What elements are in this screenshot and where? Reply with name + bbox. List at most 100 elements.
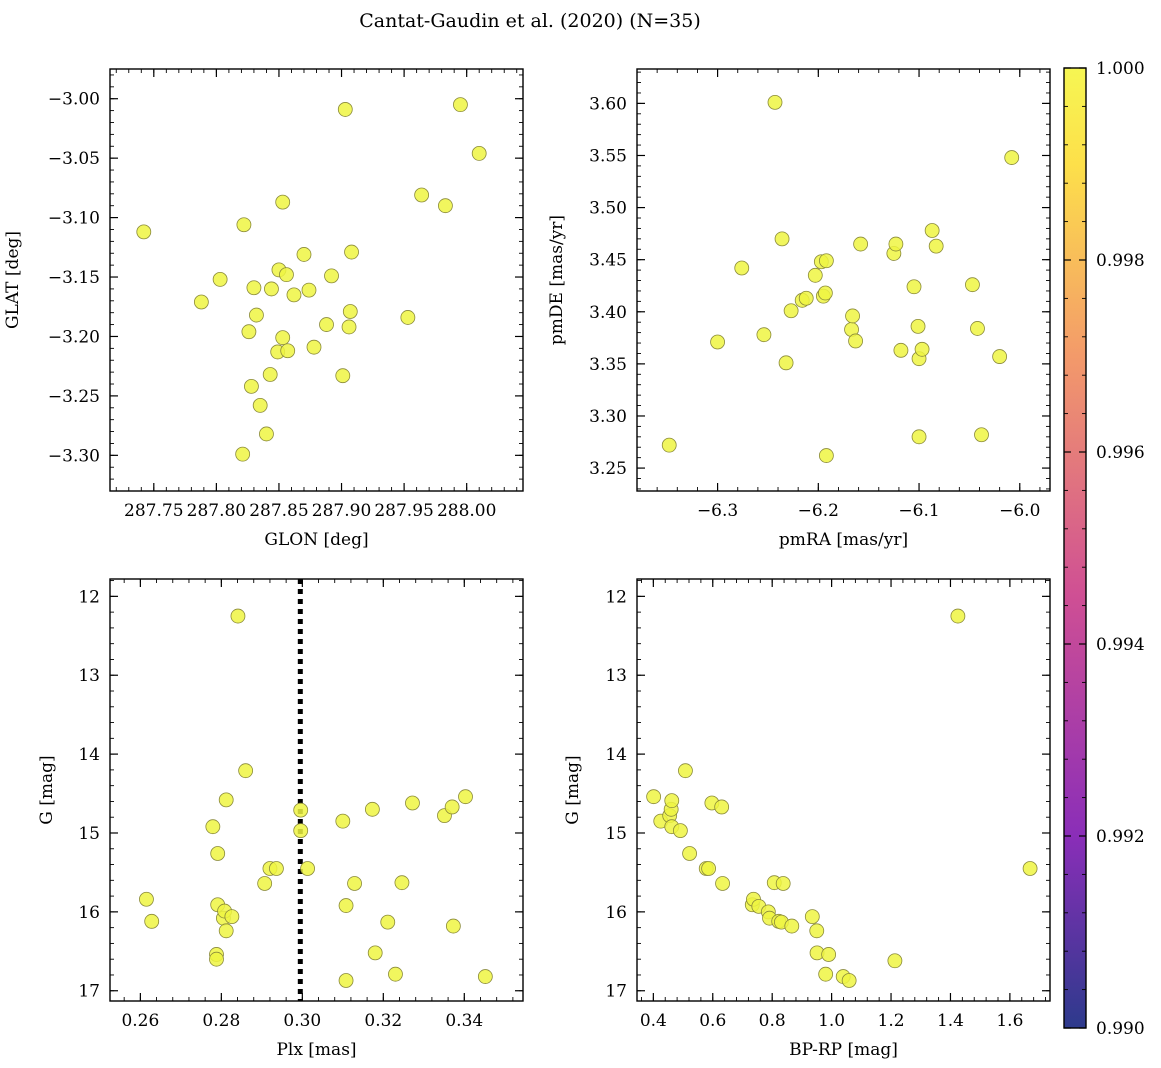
data-point: [775, 876, 791, 891]
data-point: [818, 448, 834, 463]
colorbar-tick-label: 0.992: [1096, 827, 1145, 847]
data-point: [974, 427, 989, 443]
data-point: [218, 923, 234, 939]
data-point: [914, 341, 930, 357]
data-point: [756, 327, 772, 343]
y-tick-label: 14: [605, 745, 627, 765]
y-tick-label: −3.20: [48, 327, 100, 347]
data-point: [458, 789, 473, 805]
y-tick-label: −3.10: [48, 209, 100, 229]
x-tick-label: 1.6: [996, 1011, 1023, 1031]
data-point: [414, 187, 430, 203]
y-tick-label: 14: [78, 745, 100, 765]
data-point: [818, 253, 834, 269]
data-point: [230, 608, 246, 624]
data-point: [335, 368, 351, 384]
data-point: [778, 355, 794, 371]
y-tick-label: 17: [605, 982, 627, 1002]
data-point: [275, 330, 291, 346]
data-point: [661, 437, 677, 453]
y-tick-label: 15: [78, 824, 100, 844]
data-point: [236, 217, 252, 233]
y-tick-label: 16: [605, 903, 627, 923]
x-tick-label: 1.0: [818, 1011, 845, 1031]
data-point: [280, 343, 296, 359]
colorbar-gradient: [1064, 68, 1086, 1028]
data-point: [841, 973, 857, 988]
data-point: [300, 861, 315, 876]
x-tick-label: 287.85: [249, 501, 308, 521]
data-point: [845, 308, 860, 324]
data-point: [715, 876, 730, 891]
data-point: [910, 318, 926, 334]
data-point: [269, 861, 284, 876]
x-tick-label: 0.28: [202, 1011, 240, 1031]
data-point: [367, 945, 383, 961]
data-point: [887, 953, 903, 969]
data-point: [347, 876, 362, 891]
x-tick-label: 0.30: [283, 1011, 321, 1031]
data-point: [924, 223, 940, 238]
y-tick-label: 12: [605, 587, 627, 607]
y-tick-label: 3.40: [589, 303, 627, 323]
x-tick-label: 0.8: [759, 1011, 786, 1031]
data-point: [209, 951, 224, 967]
data-point: [324, 268, 339, 284]
data-point: [893, 342, 909, 358]
x-tick-label: 287.95: [374, 501, 433, 521]
y-axis-label: pmDE [mas/yr]: [547, 215, 567, 345]
data-point: [235, 446, 251, 462]
y-tick-label: −3.00: [48, 90, 100, 110]
data-point: [453, 97, 468, 113]
axes-frame: [109, 578, 524, 1002]
data-point: [888, 236, 904, 252]
x-tick-label: 1.2: [878, 1011, 905, 1031]
data-point: [342, 304, 358, 319]
data-point: [296, 247, 312, 262]
data-point: [218, 792, 234, 808]
data-point: [344, 244, 359, 260]
x-tick-label: 287.90: [312, 501, 371, 521]
data-point: [364, 801, 380, 817]
x-tick-label: −6.2: [798, 501, 839, 521]
data-point: [853, 236, 869, 252]
data-point: [275, 194, 291, 210]
y-axis-label: GLAT [deg]: [3, 231, 23, 329]
y-axis-label: G [mag]: [563, 755, 583, 824]
colorbar: 0.990 0.992 0.994 0.996 0.998 1.000: [1063, 59, 1145, 1039]
panel-pmra-pmde: −6.3 −6.2 −6.1 −6.0 3.25 3.30 3.35 3.40 3.45 3.50…: [547, 68, 1051, 550]
x-axis-label: pmRA [mas/yr]: [779, 530, 908, 550]
data-point: [193, 294, 209, 310]
data-point: [438, 198, 453, 214]
y-axis-label: G [mag]: [37, 755, 57, 824]
data-point: [337, 102, 353, 117]
data-point: [821, 947, 837, 962]
data-point: [710, 334, 725, 350]
y-tick-label: −3.30: [48, 446, 100, 466]
data-point: [818, 966, 834, 982]
data-point: [798, 290, 814, 306]
data-point: [238, 763, 254, 779]
data-point: [306, 339, 322, 355]
y-tick-label: 15: [605, 824, 627, 844]
x-axis-label: BP-RP [mag]: [789, 1040, 898, 1060]
data-point: [262, 367, 278, 382]
x-tick-label: 0.6: [699, 1011, 726, 1031]
data-point: [301, 282, 317, 298]
x-tick-label: 0.32: [364, 1011, 402, 1031]
data-point: [646, 789, 662, 805]
y-tick-label: 13: [78, 666, 100, 686]
data-point: [678, 763, 693, 779]
data-point: [970, 321, 985, 336]
data-point: [965, 277, 980, 293]
data-point: [701, 861, 717, 876]
data-point: [139, 891, 154, 907]
y-tick-label: 3.30: [589, 407, 627, 427]
panel-bprp-g: 0.4 0.6 0.8 1.0 1.2 1.4 1.6 12 13 14 15 16 17 BP-RP […: [563, 578, 1051, 1060]
data-point: [784, 918, 800, 934]
data-point: [817, 285, 833, 301]
data-point: [809, 923, 825, 939]
x-tick-label: 287.75: [124, 501, 183, 521]
data-point: [338, 973, 354, 988]
